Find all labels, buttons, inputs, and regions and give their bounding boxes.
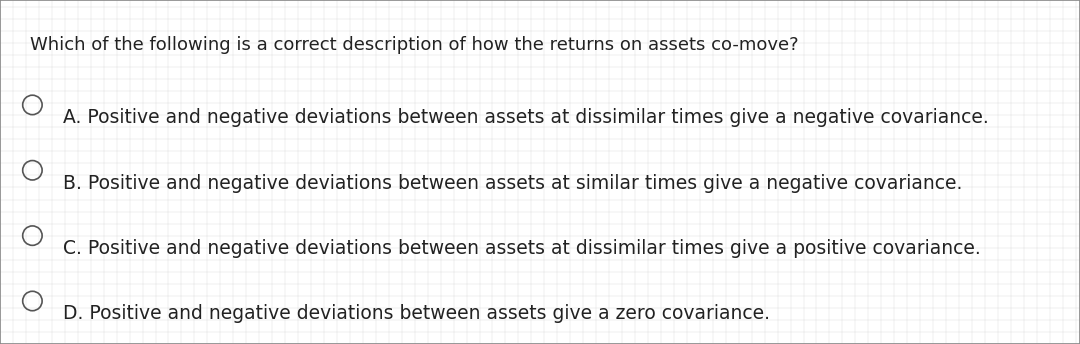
Text: C. Positive and negative deviations between assets at dissimilar times give a po: C. Positive and negative deviations betw… <box>63 239 981 258</box>
Text: Which of the following is a correct description of how the returns on assets co-: Which of the following is a correct desc… <box>30 36 799 54</box>
Text: A. Positive and negative deviations between assets at dissimilar times give a ne: A. Positive and negative deviations betw… <box>63 108 988 127</box>
Text: D. Positive and negative deviations between assets give a zero covariance.: D. Positive and negative deviations betw… <box>63 304 770 323</box>
Text: B. Positive and negative deviations between assets at similar times give a negat: B. Positive and negative deviations betw… <box>63 174 962 193</box>
